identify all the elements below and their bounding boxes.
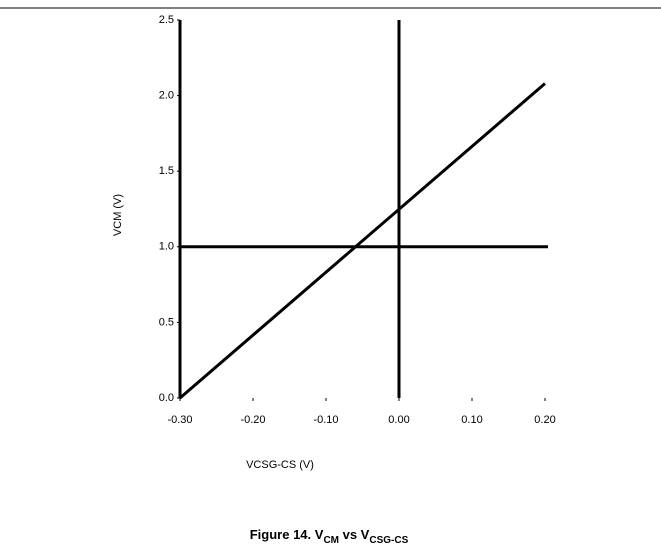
data-line — [179, 82, 546, 400]
x-tick-label: 0.10 — [461, 414, 482, 426]
caption-sub: CM — [323, 535, 339, 546]
y-tick-label: 0.5 — [159, 316, 174, 328]
y-axis-label: VCM (V) — [112, 194, 124, 236]
caption-text: Figure 14. V — [250, 527, 324, 542]
caption-text: vs V — [339, 527, 370, 542]
y-tick-label: 2.5 — [159, 14, 174, 26]
x-tick-label: -0.30 — [167, 414, 192, 426]
y-tick-label: 1.5 — [159, 165, 174, 177]
x-tick-label: -0.10 — [313, 414, 338, 426]
x-tick-label: 0.00 — [388, 414, 409, 426]
x-tick-label: 0.20 — [534, 414, 555, 426]
y-tick-label: 2.0 — [159, 90, 174, 102]
y-tick-label: 1.0 — [159, 241, 174, 253]
y-tick-label: 0.0 — [159, 392, 174, 404]
caption-sub: CSG-CS — [369, 535, 408, 546]
x-tick-label: -0.20 — [240, 414, 265, 426]
x-axis-label: VCSG-CS (V) — [246, 459, 314, 471]
caption: Figure 14. VCM vs VCSG-CS — [250, 527, 409, 545]
